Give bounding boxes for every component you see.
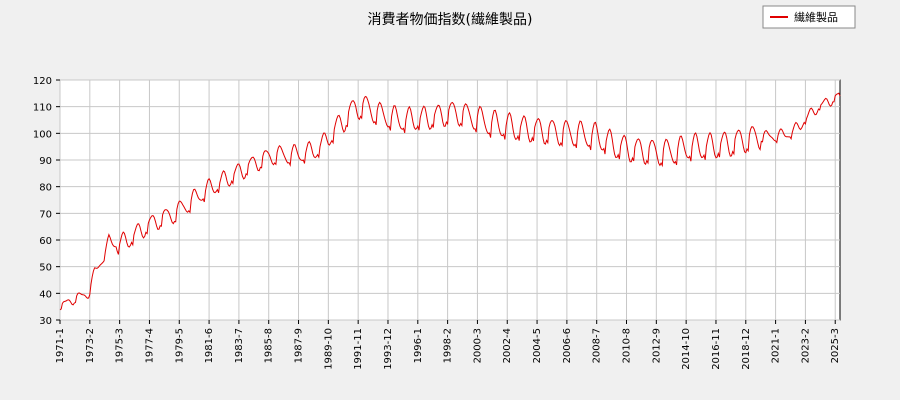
- series-layer: [59, 92, 841, 311]
- y-tick-label: 40: [39, 289, 52, 300]
- x-tick-label: 1991-11: [353, 328, 364, 370]
- chart-title: 消費者物価指数(繊維製品): [368, 12, 533, 28]
- x-tick-label: 1977-4: [144, 328, 155, 363]
- y-tick-label: 60: [39, 236, 52, 247]
- y-tick-label: 80: [39, 183, 52, 194]
- x-tick-label: 1973-2: [85, 328, 96, 363]
- x-tick-label: 2012-9: [651, 328, 662, 363]
- y-tick-label: 30: [39, 316, 52, 327]
- y-tick-label: 50: [39, 263, 52, 274]
- y-tick-label: 120: [33, 76, 52, 87]
- x-tick-label: 2000-3: [472, 328, 483, 363]
- x-tick-label: 2010-8: [622, 328, 633, 363]
- x-tick-label: 1996-1: [413, 328, 424, 363]
- x-tick-label: 1971-1: [55, 328, 66, 363]
- x-tick-label: 2004-5: [532, 328, 543, 363]
- x-tick-label: 2023-2: [800, 328, 811, 363]
- y-tick-label: 110: [33, 103, 52, 114]
- x-tick-label: 2006-6: [562, 328, 573, 363]
- y-tick-label: 100: [33, 129, 52, 140]
- x-tick-label: 1975-3: [115, 328, 126, 363]
- axes: 30 40 50 60 70 80 90 100 110 120 1971-1 1973-2 1975-…: [33, 76, 841, 370]
- x-tick-label: 1983-7: [234, 328, 245, 363]
- series-line: [59, 92, 841, 311]
- x-tick-label: 1987-9: [294, 328, 305, 363]
- legend-label: 繊維製品: [794, 10, 838, 24]
- x-tick-label: 2016-11: [711, 328, 722, 370]
- x-tick-label: 2014-10: [681, 328, 692, 370]
- x-tick-label: 1981-6: [204, 328, 215, 363]
- y-tick-label: 90: [39, 156, 52, 167]
- x-tick-label: 1993-12: [383, 328, 394, 370]
- legend: 繊維製品: [762, 5, 856, 29]
- x-tick-label: 2018-12: [741, 328, 752, 370]
- plot-area: [59, 79, 841, 321]
- x-tick-label: 2008-7: [592, 328, 603, 363]
- legend-box: [762, 5, 856, 29]
- x-tick-label: 1985-8: [264, 328, 275, 363]
- x-tick-label: 1998-2: [443, 328, 454, 363]
- x-tick-label: 1989-10: [323, 328, 334, 370]
- x-tick-label: 2002-4: [502, 328, 513, 363]
- x-tick-label: 1979-5: [174, 328, 185, 363]
- y-tick-label: 70: [39, 209, 52, 220]
- grid: [59, 79, 840, 321]
- x-tick-label: 2021-1: [771, 328, 782, 363]
- x-tick-label: 2025-3: [830, 328, 841, 363]
